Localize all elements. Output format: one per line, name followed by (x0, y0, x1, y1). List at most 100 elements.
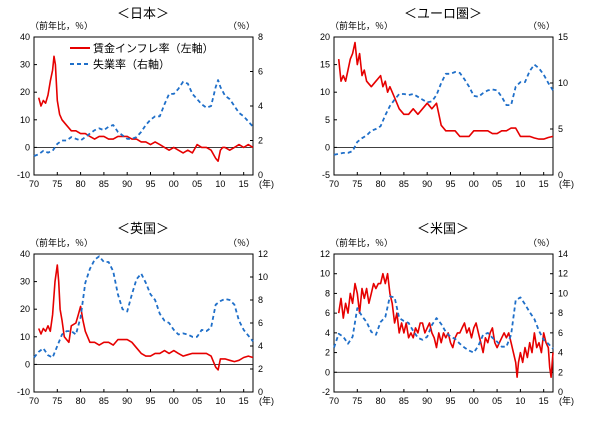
x-tick-label: 70 (29, 179, 39, 189)
right-tick-label: 8 (558, 308, 563, 318)
panel-japan: ＜日本＞ （前年比，％） （％） (年) -10 0 10 20 30 40 0 2 4 6 8 70 75 80… (17, 6, 274, 189)
left-tick-label: 0 (325, 367, 330, 377)
left-tick-label: 30 (20, 60, 30, 70)
left-tick-label: 15 (320, 60, 330, 70)
right-axis-unit: （％） (228, 238, 255, 248)
unemployment-line (33, 79, 254, 157)
right-tick-label: 15 (558, 32, 568, 42)
left-tick-label: 0 (325, 142, 330, 152)
right-tick-label: 8 (258, 32, 263, 42)
panel-title: ＜ユーロ圏＞ (404, 6, 482, 21)
left-axis-unit: （前年比，％） (330, 20, 393, 31)
unemployment-line (333, 63, 554, 156)
right-tick-label: 2 (258, 364, 263, 374)
x-tick-label: 80 (376, 179, 386, 189)
left-axis-unit: （前年比，％） (330, 237, 393, 248)
left-tick-label: 30 (20, 277, 30, 287)
x-tick-label: 00 (169, 179, 179, 189)
x-tick-label: 90 (422, 179, 432, 189)
panel-title: ＜日本＞ (117, 6, 169, 21)
right-tick-label: 0 (258, 387, 263, 397)
x-tick-label: 00 (169, 396, 179, 406)
left-tick-label: 0 (25, 142, 30, 152)
plot-frame (333, 36, 554, 176)
right-axis-unit: （％） (528, 21, 555, 31)
left-tick-label: 40 (20, 249, 30, 259)
x-tick-label: 05 (492, 396, 502, 406)
right-tick-label: 14 (558, 249, 568, 259)
left-tick-label: 12 (320, 249, 330, 259)
right-tick-label: 6 (258, 67, 263, 77)
x-tick-label: 95 (145, 179, 155, 189)
legend: 賃金インフレ率（左軸） 失業率（右軸） (70, 41, 214, 71)
x-tick-label: 10 (215, 179, 225, 189)
x-tick-label: 10 (215, 396, 225, 406)
x-tick-label: 70 (329, 396, 339, 406)
right-tick-label: 6 (558, 328, 563, 338)
x-tick-label: 80 (376, 396, 386, 406)
panel-title: ＜米国＞ (417, 221, 469, 236)
wage-inflation-line (37, 264, 254, 371)
x-axis-unit: (年) (559, 395, 574, 406)
x-tick-label: 15 (239, 179, 249, 189)
right-tick-label: 6 (258, 318, 263, 328)
left-tick-label: 10 (20, 332, 30, 342)
x-tick-label: 05 (492, 179, 502, 189)
wage-inflation-line (337, 41, 554, 140)
right-tick-label: 10 (558, 288, 568, 298)
left-tick-label: 0 (25, 359, 30, 369)
x-tick-label: 05 (192, 179, 202, 189)
left-tick-label: 40 (20, 32, 30, 42)
right-tick-label: 4 (258, 341, 263, 351)
left-tick-label: 2 (325, 348, 330, 358)
x-tick-label: 85 (99, 396, 109, 406)
left-tick-label: 6 (325, 308, 330, 318)
x-tick-label: 15 (539, 179, 549, 189)
right-tick-label: 0 (558, 170, 563, 180)
x-axis-unit: (年) (259, 395, 274, 406)
legend-unemp-label: 失業率（右軸） (93, 57, 170, 71)
left-tick-label: 10 (320, 269, 330, 279)
left-tick-label: 20 (20, 87, 30, 97)
x-tick-label: 75 (52, 396, 62, 406)
wage-inflation-line (37, 55, 254, 162)
x-tick-label: 75 (352, 179, 362, 189)
right-tick-label: 4 (258, 101, 263, 111)
right-tick-label: 2 (558, 367, 563, 377)
x-tick-label: 70 (29, 396, 39, 406)
right-tick-label: 0 (558, 387, 563, 397)
left-tick-label: -2 (322, 387, 330, 397)
right-axis-unit: （％） (228, 21, 255, 31)
panel-us: ＜米国＞ （前年比，％） （％） (年) -2 0 2 4 6 8 10 12 0 2 4 6 8 10 12 14 7… (320, 221, 574, 406)
x-tick-label: 80 (76, 396, 86, 406)
left-tick-label: 8 (325, 288, 330, 298)
x-axis-unit: (年) (559, 178, 574, 189)
unemployment-line (333, 295, 554, 354)
legend-wage-label: 賃金インフレ率（左軸） (93, 41, 214, 55)
left-tick-label: -5 (322, 170, 330, 180)
x-axis-unit: (年) (259, 178, 274, 189)
plot-frame (33, 253, 254, 393)
x-tick-label: 75 (352, 396, 362, 406)
x-tick-label: 10 (515, 396, 525, 406)
right-tick-label: 10 (558, 78, 568, 88)
x-tick-label: 85 (399, 396, 409, 406)
x-tick-label: 95 (445, 179, 455, 189)
right-tick-label: 2 (258, 136, 263, 146)
wage-inflation-line (337, 272, 554, 379)
x-tick-label: 95 (145, 396, 155, 406)
x-tick-label: 00 (469, 179, 479, 189)
right-tick-label: 5 (558, 124, 563, 134)
x-tick-label: 00 (469, 396, 479, 406)
x-tick-label: 95 (445, 396, 455, 406)
left-tick-label: -10 (17, 170, 30, 180)
left-tick-label: 10 (320, 87, 330, 97)
x-tick-label: 75 (52, 179, 62, 189)
panel-title: ＜英国＞ (117, 221, 169, 236)
left-tick-label: -10 (17, 387, 30, 397)
unemployment-line (33, 255, 254, 359)
left-tick-label: 5 (325, 115, 330, 125)
right-tick-label: 8 (258, 295, 263, 305)
left-axis-unit: （前年比，％） (30, 20, 93, 31)
